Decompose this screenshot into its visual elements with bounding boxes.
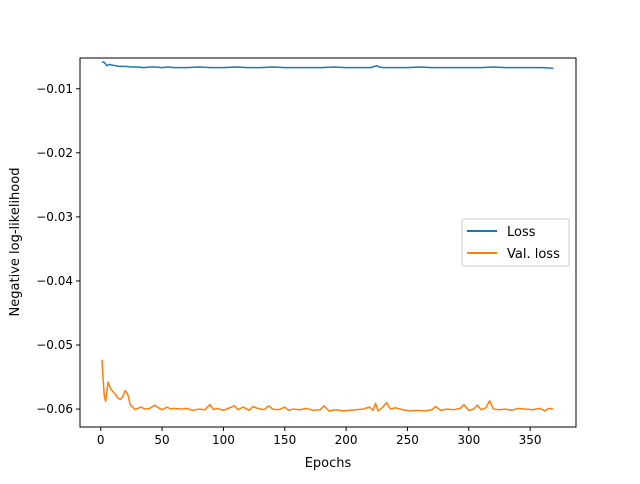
- x-tick-label: 0: [97, 433, 105, 447]
- y-tick-label: −0.06: [36, 402, 73, 416]
- y-axis-label: Negative log-likelihood: [8, 168, 23, 317]
- y-tick-label: −0.05: [36, 338, 73, 352]
- y-tick-label: −0.01: [36, 82, 73, 96]
- legend-label-val-loss: Val. loss: [507, 247, 560, 262]
- x-axis-ticks: 0 50 100 150 200 250 300 350: [97, 427, 542, 447]
- series-layer: [101, 61, 554, 412]
- y-tick-label: −0.02: [36, 146, 73, 160]
- x-tick-label: 250: [396, 433, 419, 447]
- x-tick-label: 100: [212, 433, 235, 447]
- series-line-val-loss: [101, 359, 554, 412]
- series-line-loss: [101, 61, 554, 69]
- x-tick-label: 300: [457, 433, 480, 447]
- x-tick-label: 200: [335, 433, 358, 447]
- y-tick-label: −0.03: [36, 210, 73, 224]
- legend: Loss Val. loss: [461, 218, 570, 267]
- legend-label-loss: Loss: [507, 225, 536, 240]
- x-axis-label: Epochs: [305, 456, 352, 471]
- y-axis-ticks: −0.06 −0.05 −0.04 −0.03 −0.02 −0.01: [36, 82, 80, 416]
- x-tick-label: 50: [154, 433, 169, 447]
- x-tick-label: 350: [519, 433, 542, 447]
- y-tick-label: −0.04: [36, 274, 73, 288]
- x-tick-label: 150: [273, 433, 296, 447]
- axes-frame: [79, 57, 577, 428]
